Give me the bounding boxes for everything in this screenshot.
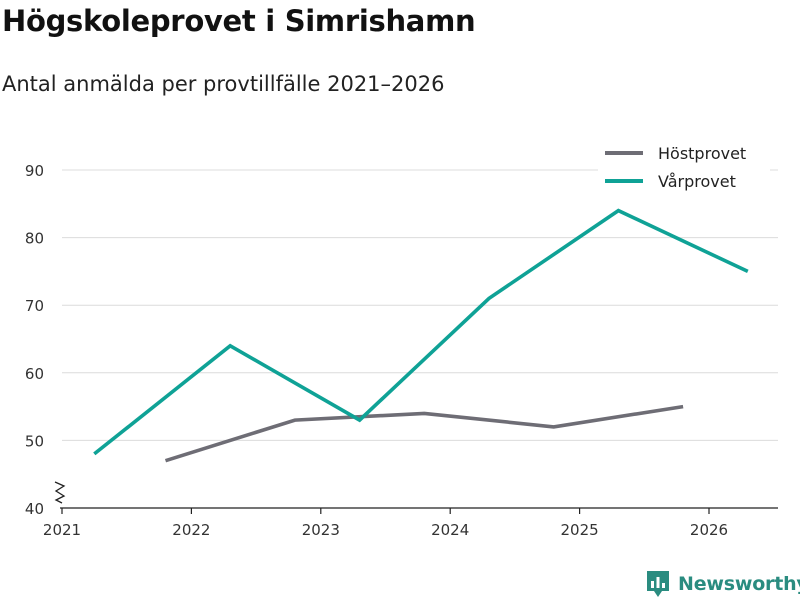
x-tick-label: 2022 [172, 521, 210, 539]
brand-name: Newsworthy [678, 573, 800, 595]
x-tick-label: 2024 [431, 521, 469, 539]
axis-break-icon [54, 481, 66, 504]
legend-background [598, 138, 770, 196]
y-tick-label: 50 [25, 432, 44, 450]
x-tick-label: 2023 [302, 521, 340, 539]
series-line-h-stprovet [164, 404, 684, 463]
x-tick-label: 2025 [561, 521, 599, 539]
gridlines [62, 169, 778, 441]
brand-logo: Newsworthy [645, 569, 800, 599]
y-tick-label: 40 [25, 500, 44, 518]
y-tick-label: 60 [25, 365, 44, 383]
x-tick-label: 2026 [690, 521, 728, 539]
series-lines [93, 208, 749, 463]
y-tick-label: 70 [25, 297, 44, 315]
series-line-v-rprovet [93, 208, 749, 456]
legend-label: Vårprovet [658, 172, 736, 191]
x-tick-label: 2021 [43, 521, 81, 539]
chart-title: Högskoleprovet i Simrishamn [2, 4, 476, 38]
axes: 40 50 60 70 80 90 2021 2022 2023 2024 2025 2026 [25, 162, 778, 539]
y-tick-label: 90 [25, 162, 44, 180]
newsworthy-logo-icon [647, 571, 669, 597]
y-tick-label: 80 [25, 230, 44, 248]
legend: Höstprovet Vårprovet [598, 138, 770, 196]
legend-label: Höstprovet [658, 144, 746, 163]
chart-subtitle: Antal anmälda per provtillfälle 2021–202… [2, 72, 445, 96]
